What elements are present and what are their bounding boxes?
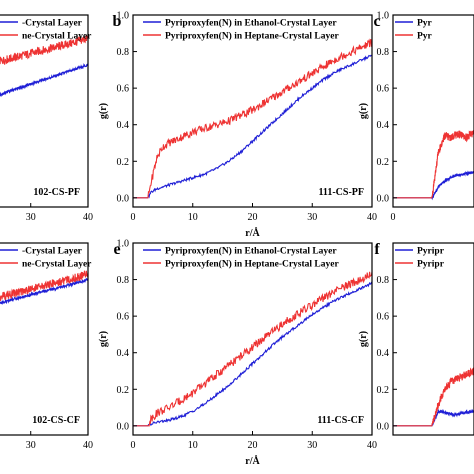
y-tick-label: 0.2 xyxy=(377,157,390,168)
plot-frame xyxy=(132,242,373,436)
series-line-ethanol xyxy=(133,54,372,199)
panel-corner-label: 102-CS-PF xyxy=(33,187,80,198)
panel-corner-label: 111-CS-CF xyxy=(317,415,364,426)
y-tick-label: 0.0 xyxy=(117,193,130,204)
y-tick-label: 0.6 xyxy=(117,84,130,95)
plot-area xyxy=(393,129,474,201)
plot-area xyxy=(0,34,88,97)
y-tick-label: 0.8 xyxy=(377,47,390,58)
y-tick-label: 0.4 xyxy=(377,348,390,359)
x-tick-label: 30 xyxy=(26,440,36,451)
y-tick-label: 0.8 xyxy=(117,275,130,286)
x-tick-label: 30 xyxy=(307,440,317,451)
legend-entry: -Crystal Layer xyxy=(22,247,83,257)
x-tick-label: 30 xyxy=(307,212,317,223)
x-tick-label: 0 xyxy=(131,212,136,223)
x-tick-label: 40 xyxy=(83,212,93,223)
x-tick-label: 40 xyxy=(367,440,377,451)
plot-area xyxy=(133,271,372,427)
y-tick-label: 0.0 xyxy=(117,421,130,432)
panel-letter: b xyxy=(113,13,122,30)
panel-letter: c xyxy=(373,13,380,30)
plot-area xyxy=(393,367,474,427)
y-axis-label: g(r) xyxy=(98,103,109,119)
x-tick-label: 20 xyxy=(248,440,258,451)
y-tick-label: 0.4 xyxy=(377,120,390,131)
y-tick-label: 0.4 xyxy=(117,120,130,131)
x-tick-label: 10 xyxy=(188,440,198,451)
panel-e: 0 10 20 30 40 0.0 0.2 0.4 0.6 0.8 1.0 r/Å g(r) e Pyrip… xyxy=(98,239,377,468)
x-tick-label: 20 xyxy=(248,212,258,223)
panel-letter: e xyxy=(113,241,120,258)
y-tick-label: 1.0 xyxy=(117,239,130,250)
y-axis-label: g(r) xyxy=(98,331,109,347)
panel-a: 30 40 -Crystal Layer ne-Crystal Layer 102-CS… xyxy=(0,14,93,223)
series-line-heptane xyxy=(133,38,372,199)
legend-entry: ne-Crystal Layer xyxy=(22,32,92,42)
x-axis-label: r/Å xyxy=(245,455,260,467)
y-tick-label: 0.0 xyxy=(377,421,390,432)
legend-entry: Pyr xyxy=(417,19,433,29)
plot-frame xyxy=(392,14,474,208)
y-tick-label: 0.2 xyxy=(377,385,390,396)
legend-entry: Pyr xyxy=(417,32,433,42)
x-tick-label: 40 xyxy=(83,440,93,451)
legend-entry: Pyriproxyfen(N) in Heptane-Crystal Layer xyxy=(165,259,339,270)
y-tick-label: 0.6 xyxy=(117,312,130,323)
y-tick-label: 1.0 xyxy=(377,11,390,22)
y-tick-label: 0.4 xyxy=(117,348,130,359)
legend-entry: Pyripr xyxy=(417,260,445,270)
plot-frame xyxy=(0,14,89,208)
legend-entry: ne-Crystal Layer xyxy=(22,260,92,270)
series-line-heptane xyxy=(133,271,372,427)
series-line-ethanol xyxy=(0,277,88,305)
plot-frame xyxy=(0,242,89,436)
panel-f: 0.0 0.2 0.4 0.6 0.8 g(r) f Pyripr Pyripr xyxy=(358,241,474,436)
panel-c: 00.0 0.2 0.4 0.6 0.8 1.0 g(r) c Pyr Pyr xyxy=(358,11,474,223)
y-axis-label: g(r) xyxy=(358,331,369,347)
y-tick-label: 0.2 xyxy=(117,385,130,396)
y-tick-label: 0.2 xyxy=(117,157,130,168)
x-tick-label: 0 xyxy=(391,212,396,223)
plot-area xyxy=(133,38,372,199)
x-axis-label: r/Å xyxy=(245,227,260,239)
y-tick-label: 0.8 xyxy=(117,47,130,58)
x-tick-label: 10 xyxy=(188,212,198,223)
series-line-heptane xyxy=(0,34,88,65)
y-axis-label: g(r) xyxy=(358,103,369,119)
series-line-heptane xyxy=(0,270,88,301)
series-line-heptane xyxy=(393,367,474,427)
panel-corner-label: 111-CS-PF xyxy=(318,187,364,198)
y-tick-label: 0.0 xyxy=(377,193,390,204)
legend-entry: Pyriproxyfen(N) in Heptane-Crystal Layer xyxy=(165,31,339,42)
y-tick-label: 0.8 xyxy=(377,275,390,286)
series-line-ethanol xyxy=(0,63,88,97)
y-tick-label: 0.6 xyxy=(377,84,390,95)
x-tick-label: 30 xyxy=(26,212,36,223)
x-tick-label: 40 xyxy=(367,212,377,223)
plot-area xyxy=(0,270,88,305)
x-tick-label: 0 xyxy=(131,440,136,451)
y-tick-label: 0.6 xyxy=(377,312,390,323)
panel-corner-label: 102-CS-CF xyxy=(32,415,80,426)
y-tick-label: 1.0 xyxy=(117,11,130,22)
panel-d: 30 40 -Crystal Layer ne-Crystal Layer 102-CS… xyxy=(0,242,93,451)
legend-entry: Pyriproxyfen(N) in Ethanol-Crystal Layer xyxy=(165,246,337,257)
legend-entry: Pyriproxyfen(N) in Ethanol-Crystal Layer xyxy=(165,18,337,29)
panel-letter: f xyxy=(374,241,380,258)
plot-frame xyxy=(392,242,474,436)
series-line-heptane xyxy=(393,129,474,199)
panel-b: 0 10 20 30 40 0.0 0.2 0.4 0.6 0.8 1.0 r/Å g(r) b Pyrip… xyxy=(98,11,377,240)
series-line-ethanol xyxy=(133,281,372,427)
legend-entry: -Crystal Layer xyxy=(22,19,83,29)
legend-entry: Pyripr xyxy=(417,247,445,257)
